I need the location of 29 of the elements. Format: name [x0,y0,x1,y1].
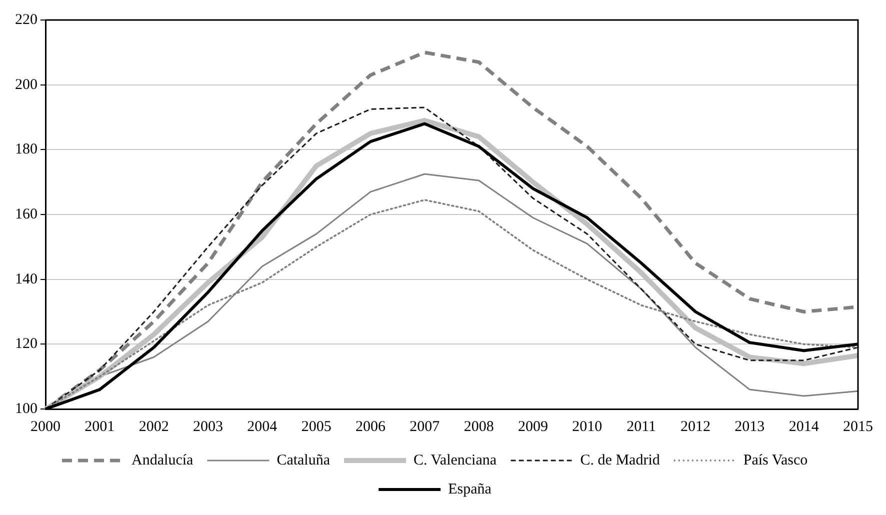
x-tick-label: 2002 [138,418,169,435]
legend-label: España [448,481,492,498]
x-tick-label: 2007 [410,418,440,435]
y-tick-label: 140 [15,271,38,288]
x-tick-label: 2009 [518,418,548,435]
x-tick-label: 2011 [626,418,656,435]
x-tick-label: 2005 [301,418,332,435]
y-tick-label: 180 [15,142,38,158]
y-tick-label: 200 [15,76,38,93]
y-tick-label: 220 [15,12,38,28]
legend-label: C. de Madrid [580,452,660,468]
x-tick-label: 2012 [680,418,710,435]
y-tick-label: 100 [15,400,38,417]
x-tick-label: 2003 [193,418,223,435]
x-tick-label: 2000 [30,418,60,435]
x-tick-label: 2013 [734,418,765,435]
y-tick-label: 160 [15,206,38,222]
x-tick-label: 2004 [247,418,278,435]
x-tick-label: 2001 [84,418,115,435]
legend-label: País Vasco [743,452,808,468]
x-tick-label: 2006 [356,418,386,435]
legend-label: Cataluña [276,452,330,468]
x-tick-label: 2010 [572,418,602,435]
y-tick-label: 120 [15,336,38,352]
legend-label: C. Valenciana [414,452,497,468]
legend-label: Andalucía [132,452,194,468]
x-tick-label: 2008 [464,418,494,435]
x-tick-label: 2015 [843,418,873,435]
x-tick-label: 2014 [788,418,820,435]
